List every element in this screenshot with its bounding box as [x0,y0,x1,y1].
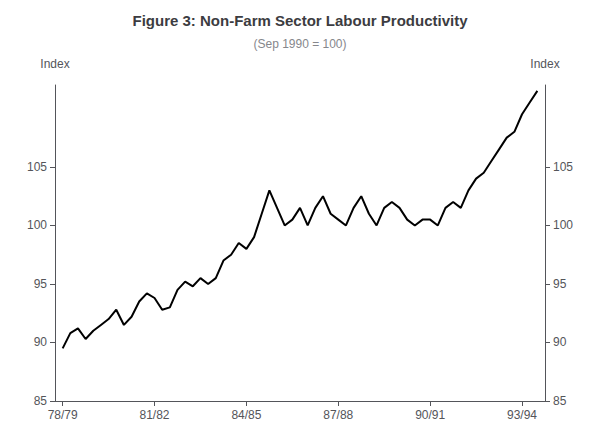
svg-text:100: 100 [27,218,47,232]
svg-text:90: 90 [553,335,567,349]
svg-text:85: 85 [34,394,48,408]
svg-text:100: 100 [553,218,573,232]
svg-text:85: 85 [553,394,567,408]
svg-text:81/82: 81/82 [140,408,170,422]
svg-text:Index: Index [40,57,69,71]
svg-text:90: 90 [34,335,48,349]
svg-text:Figure 3: Non-Farm Sector Labo: Figure 3: Non-Farm Sector Labour Product… [132,12,468,29]
svg-text:Index: Index [530,57,559,71]
svg-text:105: 105 [553,160,573,174]
svg-text:78/79: 78/79 [48,408,78,422]
svg-text:95: 95 [553,277,567,291]
svg-text:93/94: 93/94 [507,408,537,422]
svg-text:(Sep 1990 = 100): (Sep 1990 = 100) [253,37,346,51]
svg-text:87/88: 87/88 [323,408,353,422]
svg-text:95: 95 [34,277,48,291]
svg-text:90/91: 90/91 [415,408,445,422]
svg-text:105: 105 [27,160,47,174]
svg-text:84/85: 84/85 [231,408,261,422]
